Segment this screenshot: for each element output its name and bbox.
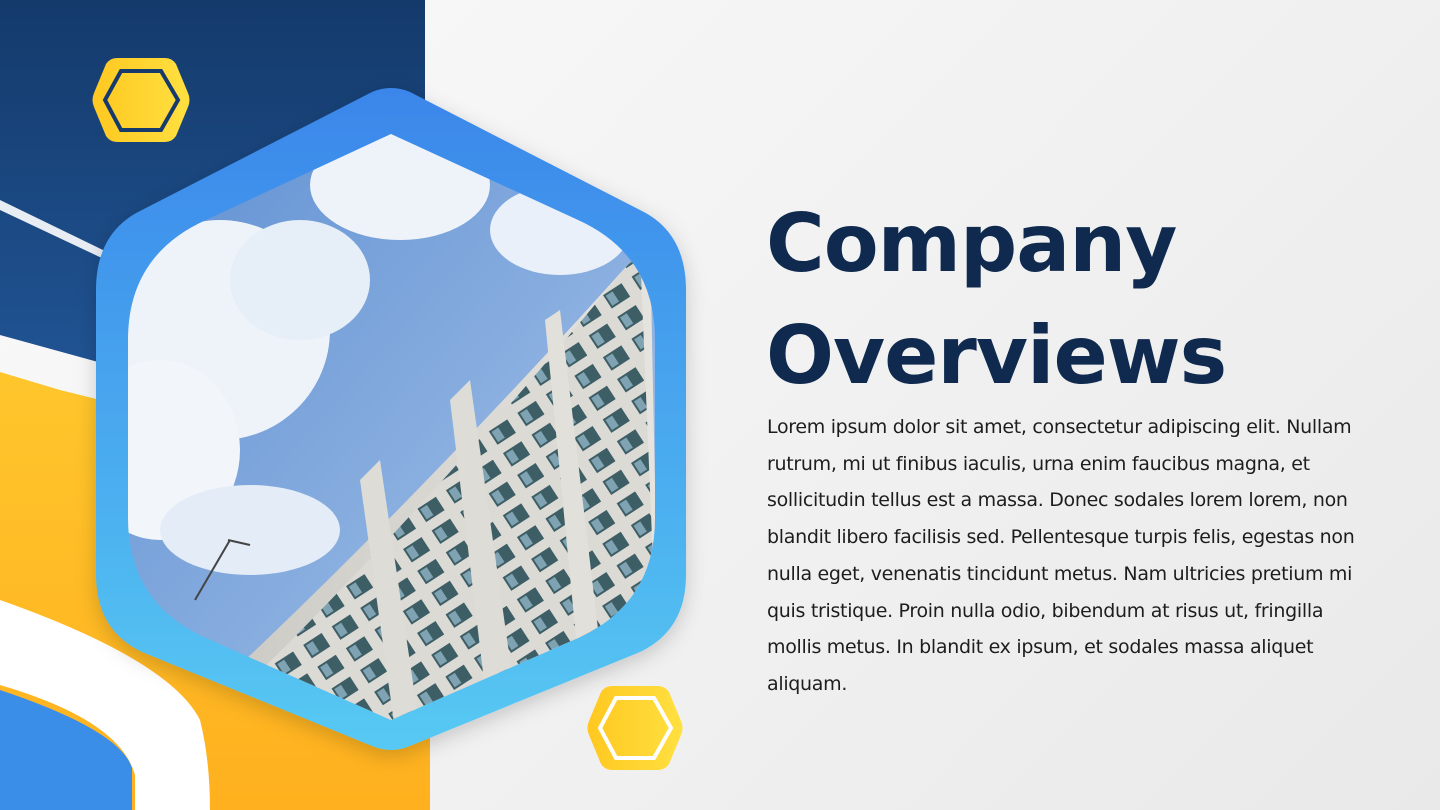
- blue-corner-shape: [0, 690, 132, 810]
- skyscraper-photo: [128, 134, 655, 720]
- title-line-2: Overviews: [766, 309, 1227, 402]
- body-paragraph: Lorem ipsum dolor sit amet, consectetur …: [767, 416, 1355, 695]
- white-ribbon: [0, 600, 210, 810]
- slide-title: Company Overviews: [766, 188, 1406, 412]
- title-line-1: Company: [766, 197, 1177, 290]
- hexagon-badge-bottom-icon: [587, 686, 683, 770]
- hexagon-badge-top-icon: [92, 58, 190, 142]
